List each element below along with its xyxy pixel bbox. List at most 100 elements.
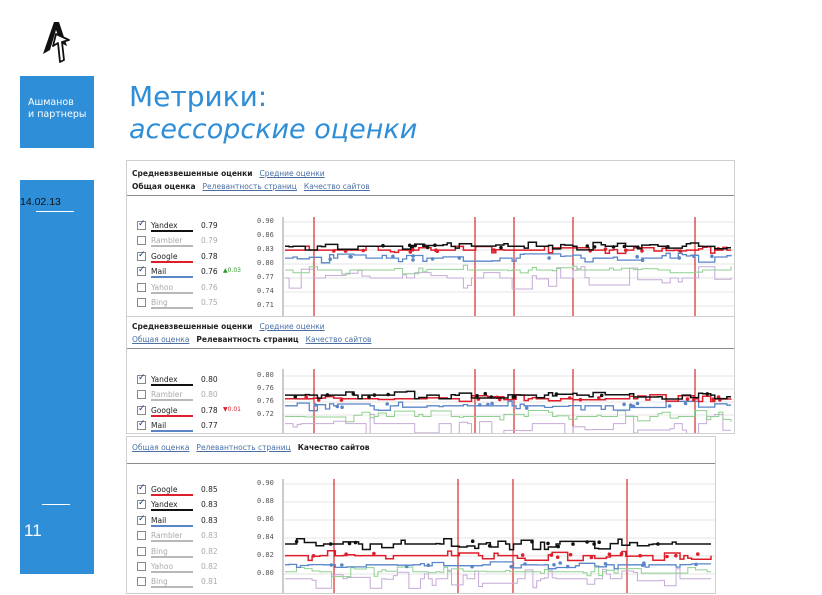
engine-checkbox[interactable] [137,373,146,384]
series-point [490,401,494,406]
legend-item: Yandex 0.79 [137,219,252,233]
legend-item: Bing 0.81 [137,575,252,589]
series-point [635,401,640,406]
score-time-series-chart [282,369,734,433]
y-tick-label: 0.71 [257,301,274,309]
series-point [367,395,371,399]
engine-checkbox[interactable] [137,219,146,230]
tab-weighting-1[interactable]: Средние оценки [259,322,325,331]
tab-metric-1[interactable]: Релевантность страниц [196,335,299,344]
engine-checkbox[interactable] [137,390,146,400]
engine-checkbox[interactable] [137,419,146,431]
y-tick-label: 0.80 [257,569,274,577]
series-color-swatch [151,384,193,386]
series-point [426,563,431,567]
engine-checkbox[interactable] [137,298,146,307]
series-point [710,254,714,258]
engine-score: 0.83 [201,515,218,525]
series-point [578,397,583,402]
tab-weighting-0[interactable]: Средневзвешенные оценки [132,322,253,331]
series-point [622,244,627,249]
engine-checkbox[interactable] [137,404,146,415]
series-point [611,245,616,249]
series-point [638,553,642,558]
series-point [622,402,626,407]
engine-name: Mail [151,421,167,431]
engine-name: Google [151,405,178,415]
series-point [656,542,660,546]
series-trace [285,561,711,570]
y-tick-label: 0.84 [257,533,274,541]
tab-row-weighting: Средневзвешенные оценки Средние оценки [132,322,332,331]
engine-name: Bing [151,546,168,556]
series-point [692,398,696,402]
series-point [640,258,645,262]
engine-checkbox[interactable] [137,546,146,556]
series-color-swatch [151,540,193,543]
series-color-swatch [151,307,193,309]
tab-metric-0[interactable]: Общая оценка [132,443,190,452]
series-point [585,540,589,544]
series-point [696,552,700,556]
tab-weighting-0[interactable]: Средневзвешенные оценки [132,169,253,178]
tab-metric-0[interactable]: Общая оценка [132,335,190,344]
series-point [509,564,513,569]
tab-metric-2[interactable]: Качество сайтов [303,182,370,191]
series-color-swatch [151,291,193,294]
series-point [372,551,376,556]
series-color-swatch [151,399,193,402]
series-trace [285,566,711,578]
tab-metric-1[interactable]: Релевантность страниц [202,182,297,191]
tab-metric-1[interactable]: Релевантность страниц [196,443,291,452]
tab-row-weighting: Средневзвешенные оценки Средние оценки [132,169,332,178]
engine-checkbox[interactable] [137,531,146,541]
slide-subtitle: асессорские оценки [129,114,418,145]
series-point [430,257,435,261]
engine-checkbox[interactable] [137,250,146,261]
tab-metric-0[interactable]: Общая оценка [132,182,196,191]
y-tick-label: 0.86 [257,515,274,523]
tab-row-metric: Общая оценка Релевантность страниц Качеств… [132,182,377,191]
series-point [603,247,608,251]
series-point [665,554,669,559]
legend-item: Bing 0.75 [137,296,252,310]
engine-checkbox[interactable] [137,483,146,494]
y-tick-label: 0.72 [257,410,274,418]
series-color-swatch [151,430,193,433]
tab-weighting-1[interactable]: Средние оценки [259,169,325,178]
series-color-swatch [151,245,193,248]
series-point [486,402,490,407]
series-point [294,539,299,544]
tab-metric-2[interactable]: Качество сайтов [305,335,372,344]
series-point [597,396,601,400]
legend-item: Google 0.78 [137,250,252,264]
series-point [351,392,356,396]
series-trace [285,252,732,264]
engine-checkbox[interactable] [137,498,146,510]
tab-metric-2[interactable]: Качество сайтов [297,443,370,452]
series-point [554,392,559,396]
series-point [316,398,321,402]
brand-name-line2: и партнеры [28,109,87,120]
series-point [585,244,590,248]
engine-name: Google [151,485,178,494]
engine-checkbox[interactable] [137,562,146,571]
engine-name: Yandex [151,500,178,510]
series-point [348,254,352,259]
legend-item: Google 0.78 ▼0.01 [137,404,252,418]
date-divider [36,211,74,212]
series-point [549,553,554,557]
engine-checkbox[interactable] [137,282,146,292]
series-point [683,401,688,406]
engine-checkbox[interactable] [137,577,146,587]
engine-checkbox[interactable] [137,265,146,277]
engine-score: 0.76 [201,282,218,292]
series-point [332,249,336,253]
series-point [666,245,670,249]
series-point [329,563,334,567]
series-trace [285,400,731,412]
engine-checkbox[interactable] [137,514,146,525]
score-delta: ▼0.01 [223,405,241,413]
legend-item: Mail 0.76 ▲0.03 [137,265,252,279]
engine-checkbox[interactable] [137,236,146,246]
